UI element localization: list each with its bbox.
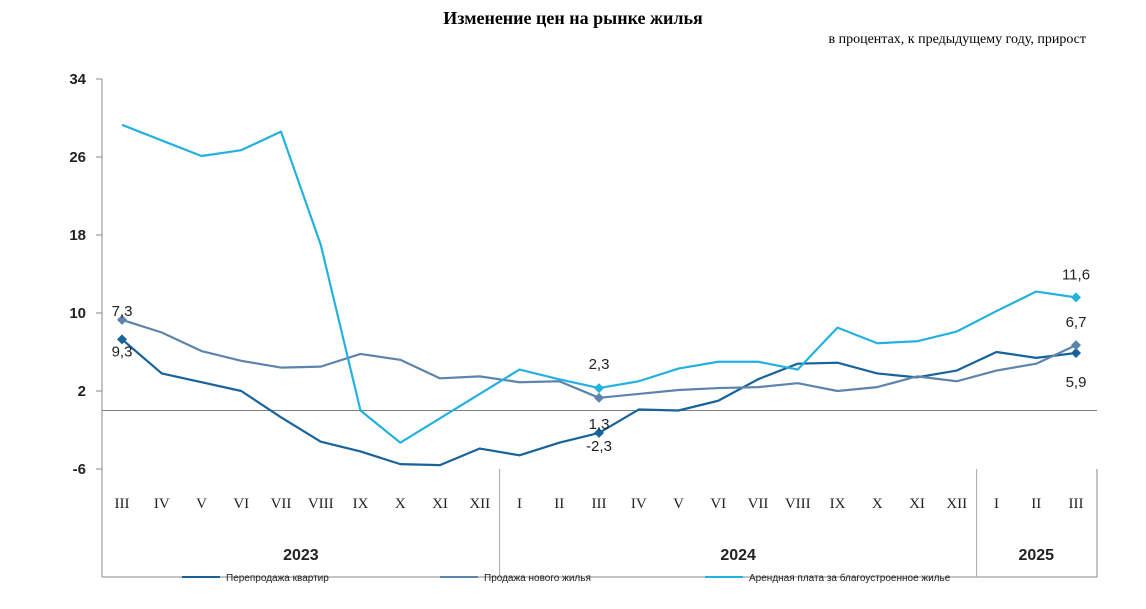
- x-tick-label: IV: [154, 496, 170, 512]
- x-tick-label: X: [872, 496, 883, 512]
- x-tick-label: II: [554, 496, 564, 512]
- series-marker: [594, 383, 604, 394]
- x-tick-label: III: [592, 496, 607, 512]
- x-tick-label: I: [994, 496, 999, 512]
- y-tick-label: 2: [78, 383, 86, 400]
- series-marker: [1071, 340, 1081, 351]
- x-tick-label: VIII: [785, 496, 811, 512]
- x-tick-label: XI: [432, 496, 448, 512]
- series-marker: [117, 314, 127, 325]
- y-tick-label: -6: [73, 461, 86, 478]
- data-label: 11,6: [1062, 266, 1090, 283]
- x-tick-label: XII: [469, 496, 490, 512]
- x-tick-label: XI: [909, 496, 925, 512]
- series-marker: [1071, 292, 1081, 303]
- x-tick-label: V: [673, 496, 684, 512]
- x-tick-label: IX: [830, 496, 846, 512]
- x-tick-label: VI: [710, 496, 726, 512]
- x-tick-label: II: [1031, 496, 1041, 512]
- data-label: 6,7: [1066, 314, 1087, 331]
- series-marker: [594, 427, 604, 438]
- x-tick-label: XII: [946, 496, 967, 512]
- legend-label: Арендная плата за благоустроенное жилье: [749, 572, 951, 584]
- chart-subtitle: в процентах, к предыдущему году, прирост: [828, 32, 1086, 47]
- x-tick-label: VIII: [308, 496, 334, 512]
- x-tick-label: IX: [353, 496, 369, 512]
- series-marker: [117, 334, 127, 345]
- data-label: 1,3: [589, 416, 610, 433]
- legend-label: Перепродажа квартир: [226, 573, 329, 584]
- x-tick-label: III: [1069, 496, 1084, 512]
- x-tick-label: IV: [631, 496, 647, 512]
- data-label: -2,3: [586, 438, 612, 455]
- x-tick-label: V: [196, 496, 207, 512]
- x-tick-label: III: [115, 496, 130, 512]
- y-tick-label: 10: [69, 305, 86, 322]
- data-label: 7,3: [112, 303, 133, 320]
- year-label: 2023: [283, 547, 319, 564]
- x-tick-label: VII: [271, 496, 292, 512]
- data-label: 2,3: [589, 356, 610, 373]
- series-marker: [594, 392, 604, 403]
- y-tick-label: 34: [69, 71, 86, 88]
- x-tick-label: X: [395, 496, 406, 512]
- year-label: 2024: [720, 547, 756, 564]
- y-tick-label: 18: [69, 227, 86, 244]
- y-tick-label: 26: [69, 149, 86, 166]
- year-label: 2025: [1018, 547, 1054, 564]
- data-label: 9,3: [112, 343, 133, 360]
- x-tick-label: I: [517, 496, 522, 512]
- x-tick-label: VII: [748, 496, 769, 512]
- x-tick-label: VI: [233, 496, 249, 512]
- chart-title: Изменение цен на рынке жилья: [443, 8, 703, 28]
- series-marker: [1071, 347, 1081, 358]
- legend-label: Продажа нового жилья: [484, 573, 591, 584]
- data-label: 5,9: [1066, 374, 1087, 391]
